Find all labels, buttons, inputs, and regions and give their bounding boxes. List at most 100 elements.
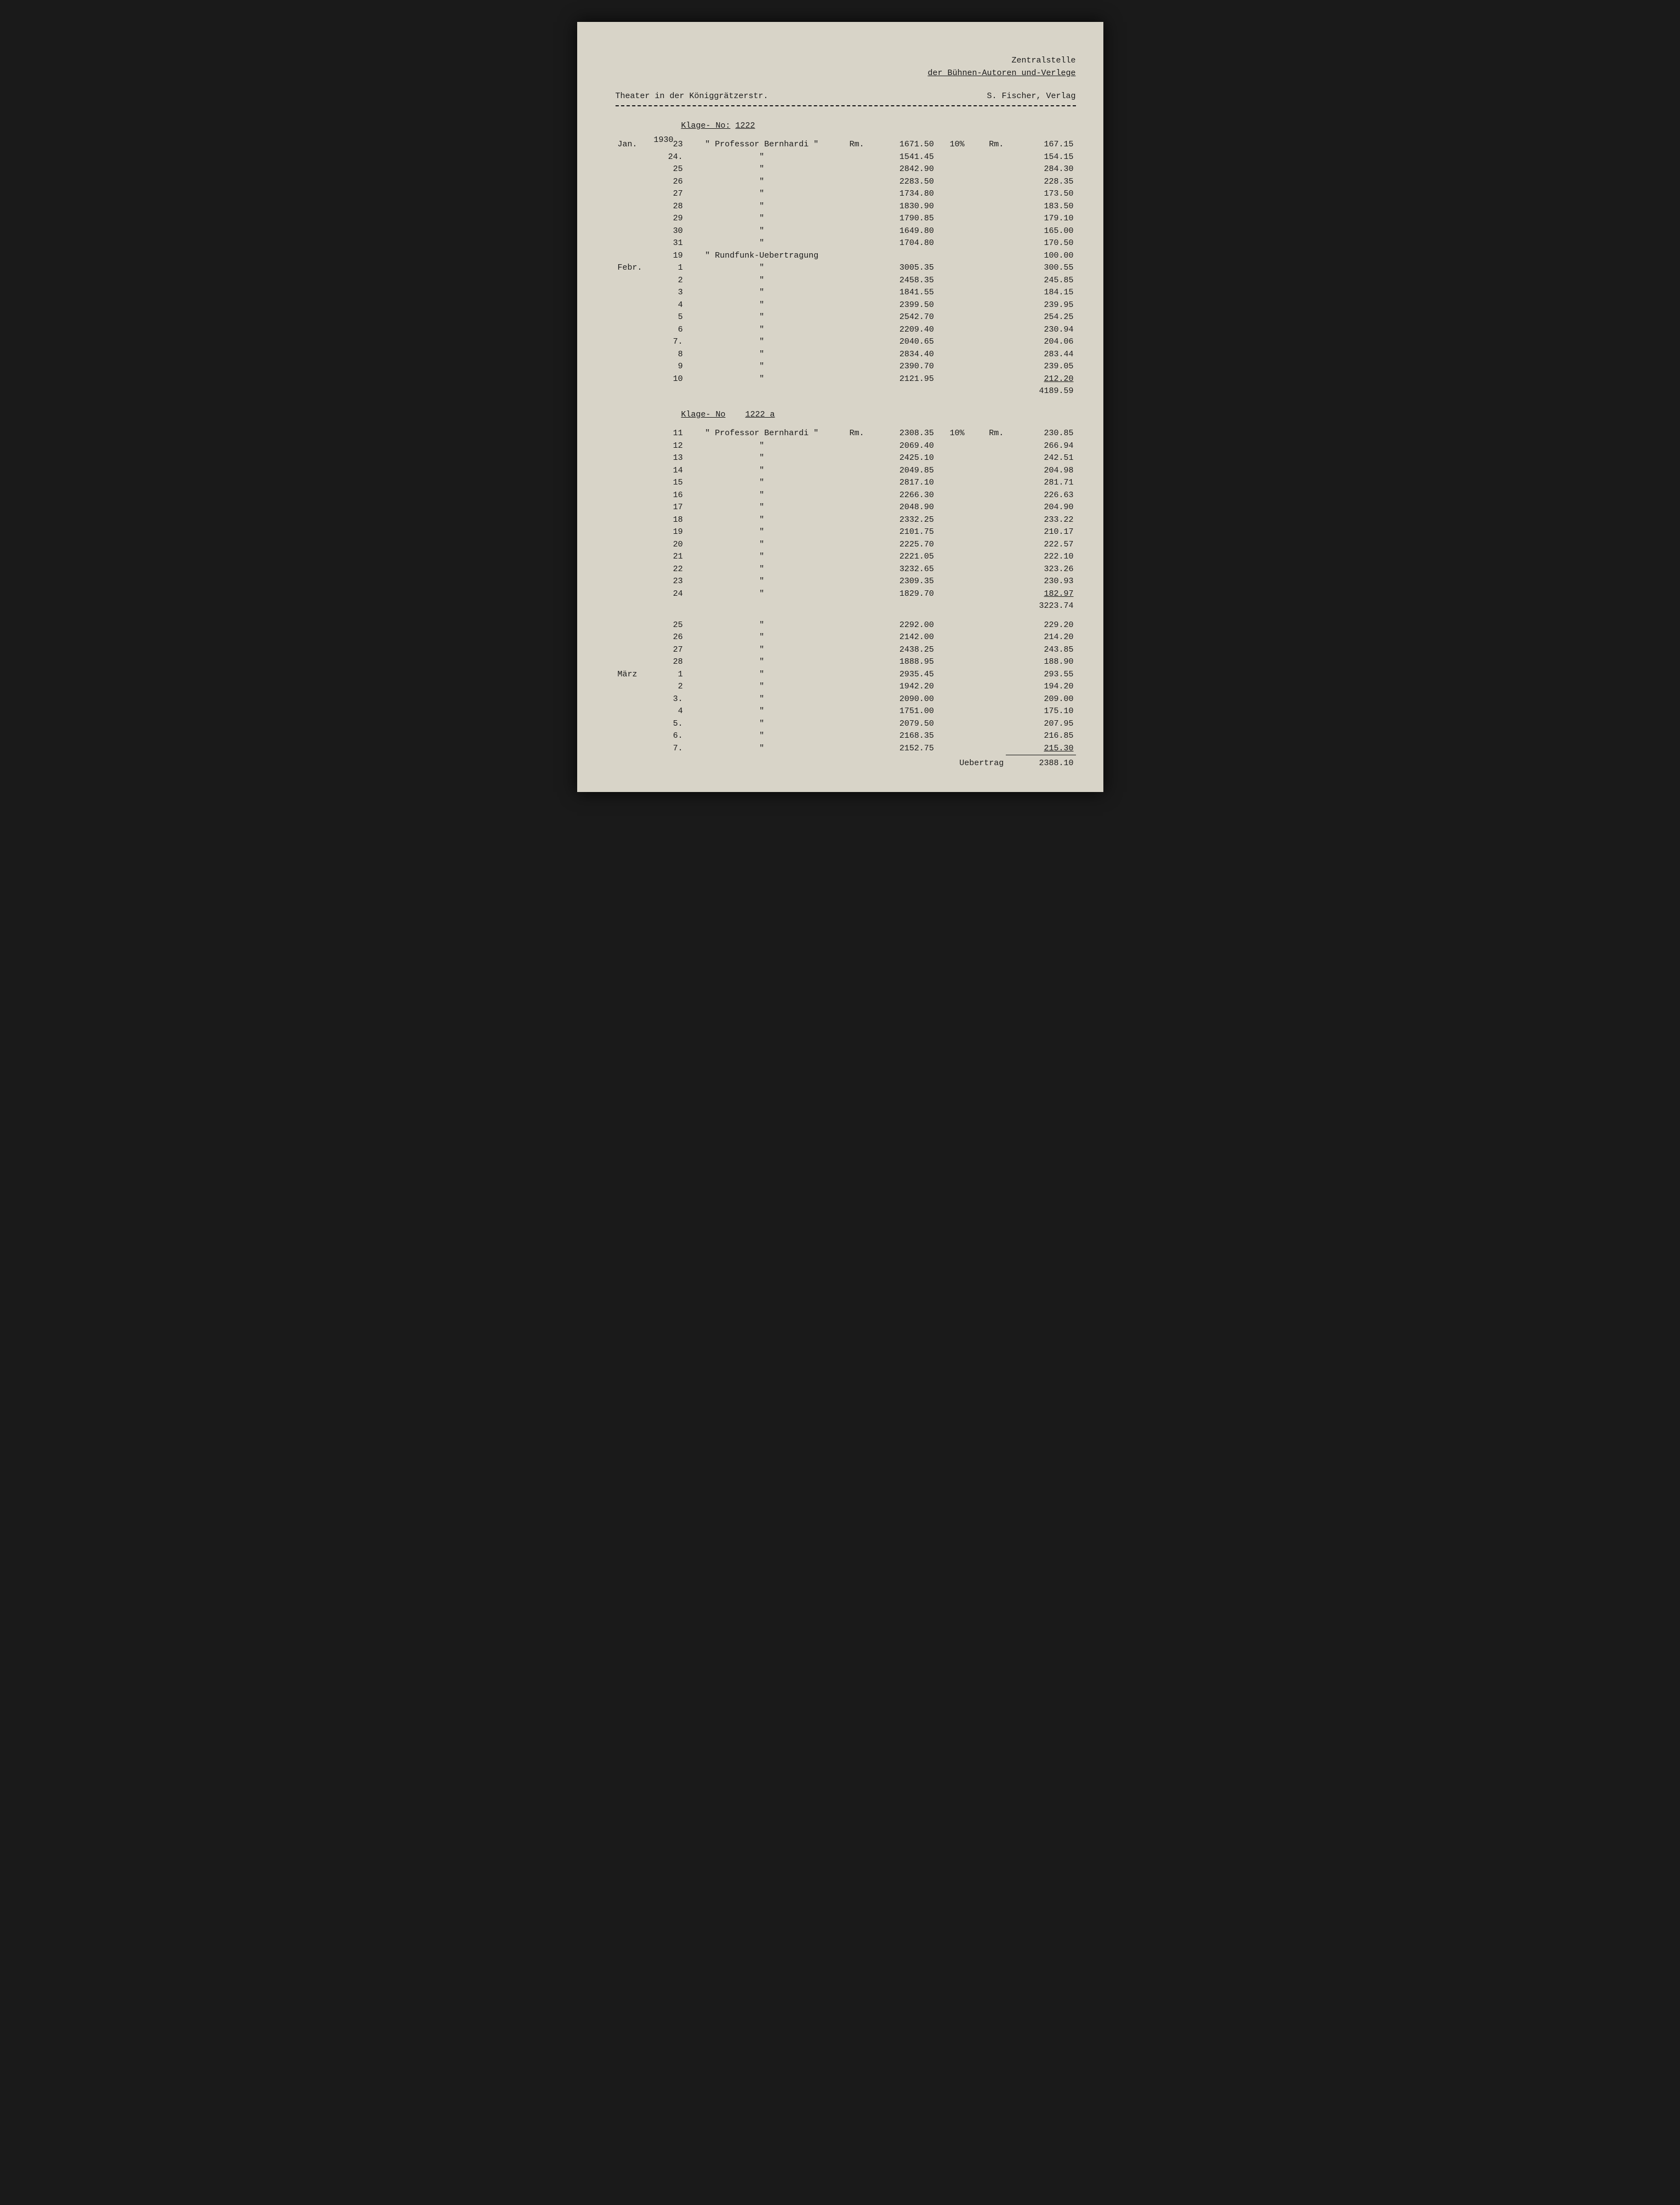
amount2-cell: 230.94 [1006,324,1075,337]
day-cell: 10 [657,373,685,386]
percent-cell [936,237,978,250]
rm-label-cell [839,656,867,669]
table-row: 2"2458.35245.85 [616,275,1076,287]
amount1-cell: 1734.80 [867,188,936,201]
title-cell: " [685,681,839,693]
month-cell [616,502,657,514]
amount1-cell: 3232.65 [867,563,936,576]
title-cell: " [685,275,839,287]
day-cell: 1 [657,262,685,275]
day-cell: 7. [657,336,685,349]
klage-no-1: 1222 [736,121,755,130]
table-row: 29"1790.85179.10 [616,213,1076,225]
percent-cell [936,163,978,176]
amount1-cell: 1829.70 [867,588,936,601]
percent-cell [936,743,978,755]
amount1-cell: 2399.50 [867,299,936,312]
amount1-cell: 2332.25 [867,514,936,527]
day-cell: 6 [657,324,685,337]
day-cell: 18 [657,514,685,527]
month-cell [616,465,657,477]
rm-label2-cell [978,681,1006,693]
amount2-cell: 239.95 [1006,299,1075,312]
amount1-cell: 3005.35 [867,262,936,275]
month-cell [616,452,657,465]
month-cell [616,349,657,361]
amount1-cell: 2266.30 [867,489,936,502]
amount2-cell: 182.97 [1006,588,1075,601]
amount1-cell: 2292.00 [867,619,936,632]
year: 1930 [654,134,674,147]
month-cell [616,163,657,176]
amount1-cell: 2090.00 [867,693,936,706]
amount1-cell: 1751.00 [867,705,936,718]
month-cell [616,225,657,238]
percent-cell [936,551,978,563]
title-cell: " [685,588,839,601]
title-cell: " [685,705,839,718]
table-row: 20"2225.70222.57 [616,539,1076,551]
day-cell: 17 [657,502,685,514]
amount2-cell: 173.50 [1006,188,1075,201]
rm-label-cell [839,730,867,743]
title-cell: " Professor Bernhardi " [685,139,839,151]
amount1-cell: 2069.40 [867,440,936,453]
rm-label2-cell [978,287,1006,299]
amount2-cell: 323.26 [1006,563,1075,576]
day-cell: 7. [657,743,685,755]
amount2-cell: 228.35 [1006,176,1075,189]
rm-label2-cell [978,213,1006,225]
table-row: 28"1888.95188.90 [616,656,1076,669]
uebertrag-value: 2388.10 [1006,755,1075,770]
rm-label-cell [839,526,867,539]
table-row: 15"2817.10281.71 [616,477,1076,489]
amount2-cell: 212.20 [1006,373,1075,386]
day-cell: 12 [657,440,685,453]
rm-label2-cell [978,188,1006,201]
day-cell: 14 [657,465,685,477]
rm-label-cell [839,563,867,576]
rm-label2-cell [978,237,1006,250]
percent-cell [936,361,978,373]
percent-cell [936,669,978,681]
rm-label2-cell [978,693,1006,706]
rm-label-cell [839,213,867,225]
amount2-cell: 266.94 [1006,440,1075,453]
title-cell: " [685,514,839,527]
rm-label-cell [839,619,867,632]
title-cell: " [685,489,839,502]
amount2-cell: 216.85 [1006,730,1075,743]
klage-label-1: Klage- No: [681,121,731,130]
rm-label-cell [839,489,867,502]
amount2-cell: 230.93 [1006,576,1075,588]
rm-label-cell [839,349,867,361]
rm-label-cell [839,373,867,386]
rm-label2-cell [978,705,1006,718]
rm-label2-cell [978,539,1006,551]
day-cell: 28 [657,201,685,213]
rm-label2-cell [978,440,1006,453]
amount2-cell: 230.85 [1006,428,1075,440]
subtotal-value: 4189.59 [1006,385,1075,398]
rm-label-cell [839,311,867,324]
amount1-cell: 2168.35 [867,730,936,743]
month-cell [616,440,657,453]
month-cell [616,718,657,731]
amount2-cell: 242.51 [1006,452,1075,465]
percent-cell [936,681,978,693]
month-cell [616,619,657,632]
title-cell: " [685,526,839,539]
table-row: 27"2438.25243.85 [616,644,1076,657]
table-row: 26"2142.00214.20 [616,631,1076,644]
uebertrag-row: Uebertrag2388.10 [616,755,1076,770]
uebertrag-label: Uebertrag [936,755,1006,770]
rm-label2-cell [978,576,1006,588]
header-row: Theater in der Königgrätzerstr. S. Fisch… [616,90,1076,103]
table-row: 22"3232.65323.26 [616,563,1076,576]
day-cell: 5. [657,718,685,731]
percent-cell [936,693,978,706]
amount1-cell: 2390.70 [867,361,936,373]
month-cell [616,361,657,373]
amount2-cell: 165.00 [1006,225,1075,238]
rm-label-cell [839,188,867,201]
